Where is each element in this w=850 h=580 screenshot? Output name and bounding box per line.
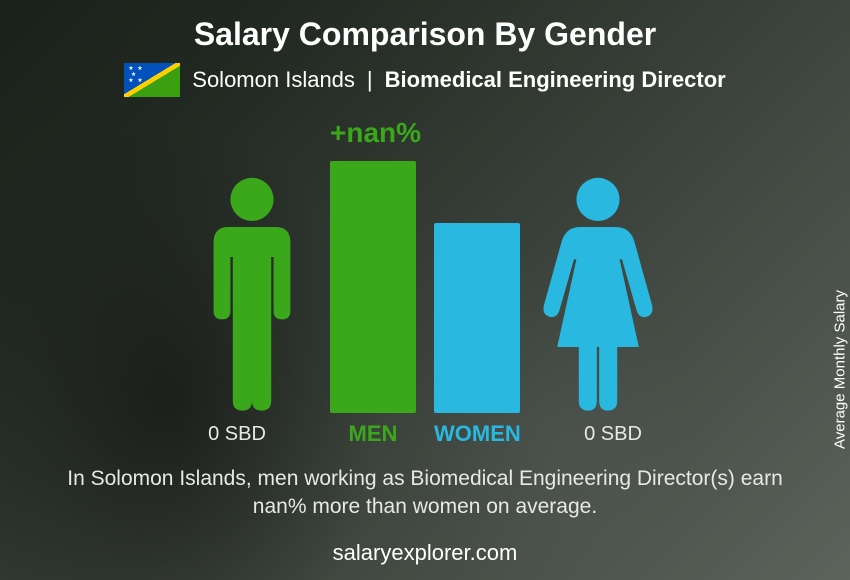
woman-label: WOMEN [434, 421, 520, 447]
job-title: Biomedical Engineering Director [385, 67, 726, 93]
side-axis-label: Average Monthly Salary [832, 290, 849, 449]
woman-icon-col [538, 173, 658, 413]
separator: | [367, 67, 373, 93]
man-bar [330, 161, 416, 413]
footer-source: salaryexplorer.com [0, 540, 850, 566]
man-icon [192, 173, 312, 413]
subtitle-row: ★ ★ ★★ ★ Solomon Islands | Biomedical En… [124, 63, 725, 97]
infographic-root: Salary Comparison By Gender ★ ★ ★★ ★ Sol… [0, 0, 850, 580]
woman-bar-col [434, 223, 520, 413]
chart-area: +nan% [192, 123, 658, 413]
woman-icon [538, 173, 658, 413]
labels-row: 0 SBD MEN WOMEN 0 SBD [162, 421, 688, 447]
man-label: MEN [330, 421, 416, 447]
flag-icon: ★ ★ ★★ ★ [124, 63, 180, 97]
difference-label: +nan% [330, 117, 421, 149]
man-bar-col [330, 161, 416, 413]
description-text: In Solomon Islands, men working as Biome… [55, 465, 795, 522]
location-text: Solomon Islands [192, 67, 355, 93]
man-icon-col [192, 173, 312, 413]
woman-bar [434, 223, 520, 413]
main-title: Salary Comparison By Gender [194, 16, 656, 53]
man-value: 0 SBD [162, 423, 312, 446]
woman-value: 0 SBD [538, 423, 688, 446]
